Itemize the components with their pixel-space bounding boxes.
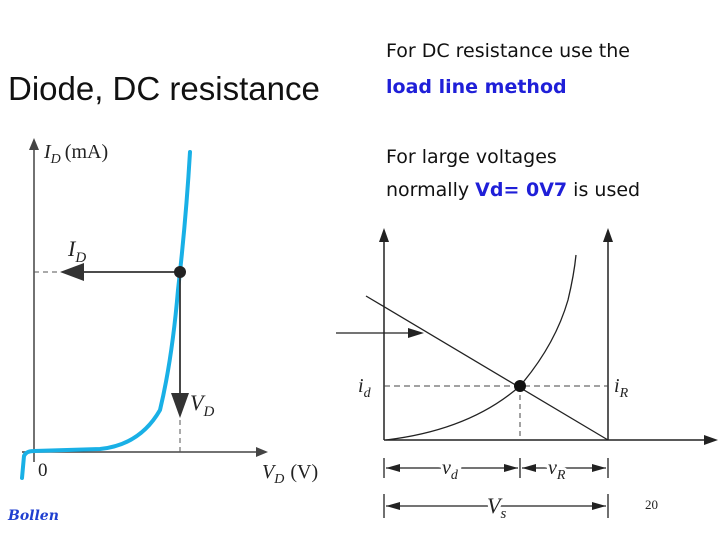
diode-curve — [20, 150, 192, 480]
note-line-4-post: is used — [567, 179, 641, 201]
diode-operating-point — [174, 266, 186, 278]
vd-dimension-label: vd — [442, 457, 459, 483]
diode-y-axis-arrow-icon — [29, 138, 39, 150]
diode-x-axis-label: VD (V) — [262, 461, 318, 487]
loadline-right-axis-arrow-icon — [603, 228, 613, 242]
loadline-pointer-arrowhead-icon — [408, 328, 424, 338]
author-label: Bollen — [8, 508, 59, 524]
note-line-4: normally Vd= 0V7 is used — [386, 179, 640, 201]
loadline-bottom-axis-arrow-icon — [704, 435, 718, 445]
loadline-diode-curve — [385, 254, 577, 441]
note-line-1: For DC resistance use the — [386, 40, 630, 62]
diode-x-axis-arrow-icon — [256, 447, 268, 457]
page-number: 20 — [645, 497, 658, 512]
slide-title: Diode, DC resistance — [8, 70, 320, 107]
note-line-2: load line method — [386, 76, 567, 98]
diode-id-arrowhead-icon — [60, 263, 84, 281]
diode-origin-label: 0 — [38, 460, 48, 481]
note-line-3: For large voltages — [386, 146, 557, 168]
loadline-id-label: id — [358, 375, 372, 401]
diode-vd-arrowhead-icon — [171, 393, 189, 418]
loadline-left-axis-arrow-icon — [379, 228, 389, 242]
note-line-4-pre: normally — [386, 179, 476, 201]
note-line-4-highlight: Vd= 0V7 — [475, 179, 568, 201]
diode-y-axis-label: ID (mA) — [43, 141, 108, 167]
load-line — [365, 295, 609, 441]
loadline-operating-point — [514, 380, 526, 392]
diode-voltage-label: VD — [190, 390, 214, 420]
vs-dimension-label: Vs — [487, 493, 506, 522]
diode-current-label: ID — [67, 236, 86, 266]
loadline-ir-label: iR — [614, 375, 629, 401]
vr-dimension-label: vR — [548, 457, 566, 483]
